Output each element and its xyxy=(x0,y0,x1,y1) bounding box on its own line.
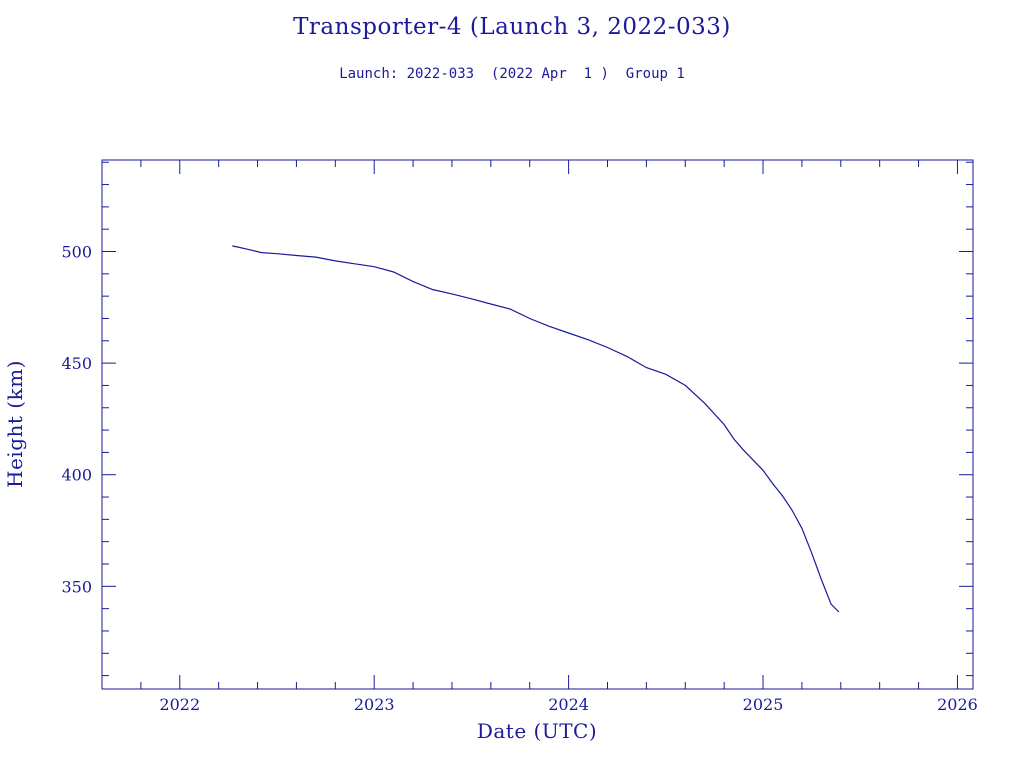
chart-title: Transporter-4 (Launch 3, 2022-033) xyxy=(293,14,731,40)
plot-frame xyxy=(101,159,974,690)
x-axis-label: Date (UTC) xyxy=(477,719,597,743)
y-axis-label: Height (km) xyxy=(3,360,27,488)
x-tick-label: 2022 xyxy=(159,695,200,714)
x-tick-label: 2026 xyxy=(937,695,978,714)
x-tick-label: 2024 xyxy=(548,695,589,714)
axis-ticks xyxy=(101,160,973,689)
y-tick-label: 400 xyxy=(61,466,92,485)
chart-subtitle: Launch: 2022-033 (2022 Apr 1 ) Group 1 xyxy=(339,66,685,82)
y-tick-label: 450 xyxy=(61,354,92,373)
x-tick-label: 2023 xyxy=(354,695,395,714)
y-tick-label: 350 xyxy=(61,577,92,596)
x-tick-label: 2025 xyxy=(743,695,784,714)
height-series-line xyxy=(232,245,840,613)
y-tick-label: 500 xyxy=(61,243,92,262)
axis-tick-labels: 2022 2023 2024 2025 2026 350 400 450 500 xyxy=(61,243,977,714)
